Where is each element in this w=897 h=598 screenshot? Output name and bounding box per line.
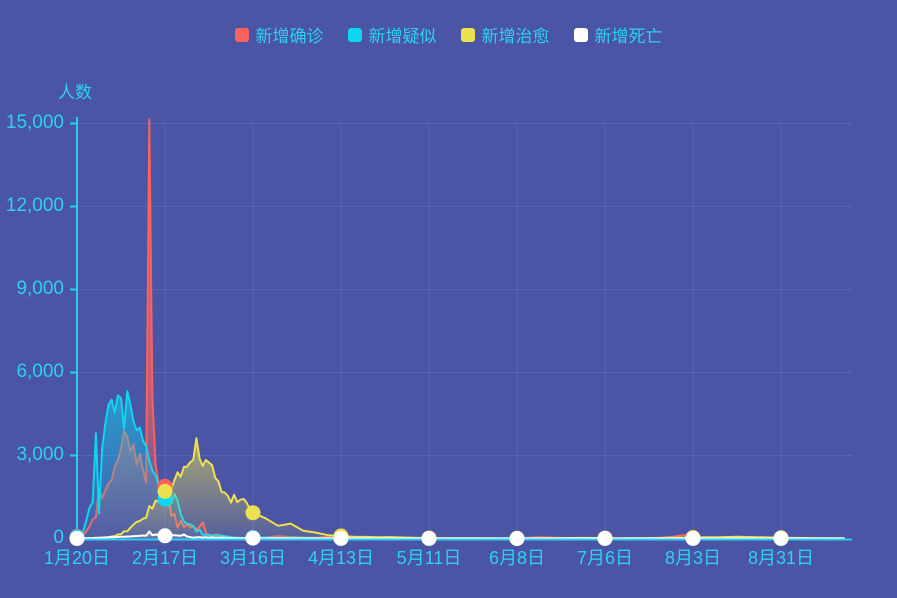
- x-tick-label: 3月16日: [219, 548, 287, 568]
- legend-item-label: 新增确诊: [255, 27, 324, 46]
- legend-swatch-suspected-icon: [347, 27, 362, 42]
- series-area-4: [77, 531, 844, 539]
- y-tick-label: 3,000: [16, 444, 64, 465]
- y-tick-label: 9,000: [16, 278, 64, 299]
- marker-dot-series-4[interactable]: [597, 531, 613, 546]
- y-tick-label: 6,000: [16, 361, 64, 382]
- y-tick-label: 0: [53, 527, 64, 548]
- legend: 新增确诊 新增疑似 新增治愈 新增死亡: [0, 22, 897, 47]
- x-tick-label: 7月6日: [576, 548, 634, 568]
- legend-swatch-deaths-icon: [573, 27, 588, 42]
- marker-dot-series-4[interactable]: [333, 531, 349, 546]
- y-tick-label: 12,000: [5, 195, 64, 216]
- x-tick-label: 8月31日: [747, 548, 815, 568]
- marker-dot-series-4[interactable]: [685, 531, 701, 546]
- legend-item-new-suspected[interactable]: 新增疑似: [347, 22, 437, 47]
- legend-swatch-confirmed-icon: [234, 27, 249, 42]
- x-tick-label: 4月13日: [307, 548, 375, 568]
- x-tick-label: 1月20日: [43, 548, 111, 568]
- legend-item-new-confirmed[interactable]: 新增确诊: [234, 22, 324, 47]
- marker-dot-series-4[interactable]: [509, 531, 525, 546]
- legend-item-new-cured[interactable]: 新增治愈: [460, 22, 550, 47]
- marker-dot-series-4[interactable]: [773, 531, 789, 546]
- y-tick-label: 15,000: [5, 112, 64, 133]
- legend-item-new-deaths[interactable]: 新增死亡: [573, 22, 663, 47]
- legend-item-label: 新增死亡: [594, 27, 663, 46]
- x-tick-label: 8月3日: [664, 548, 722, 568]
- legend-item-label: 新增疑似: [368, 27, 437, 46]
- legend-swatch-cured-icon: [460, 27, 475, 42]
- marker-dot-series-4[interactable]: [69, 530, 85, 546]
- marker-dot-series-3[interactable]: [245, 505, 261, 521]
- marker-dot-series-4[interactable]: [157, 528, 173, 544]
- marker-dot-series-4[interactable]: [421, 531, 437, 546]
- x-tick-label: 2月17日: [131, 548, 199, 568]
- series-area-3: [77, 438, 844, 539]
- x-tick-label: 5月11日: [396, 548, 462, 568]
- marker-dot-series-4[interactable]: [245, 530, 261, 546]
- y-axis-title: 人数: [58, 83, 92, 102]
- marker-dot-series-3[interactable]: [157, 483, 173, 499]
- x-tick-label: 6月8日: [488, 548, 546, 568]
- legend-item-label: 新增治愈: [481, 27, 550, 46]
